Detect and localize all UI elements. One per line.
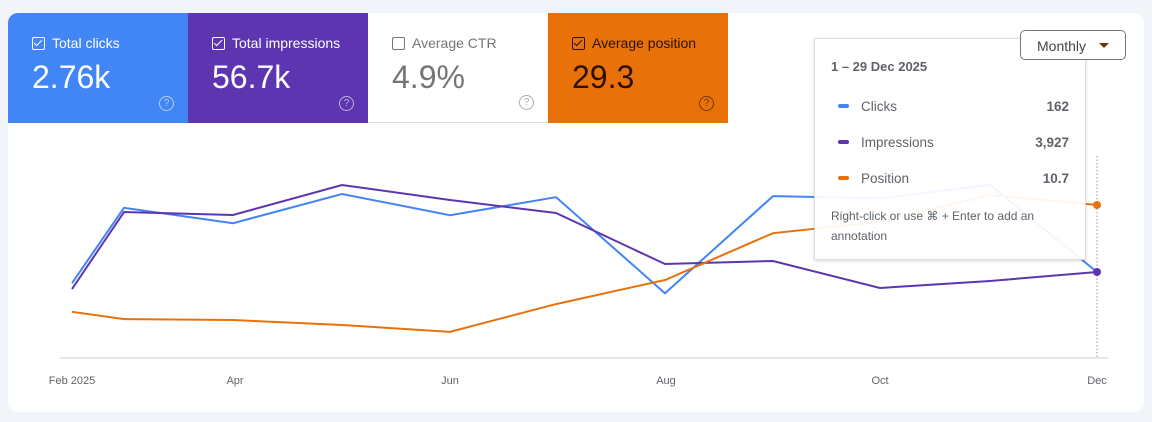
metric-label-text: Total impressions bbox=[232, 35, 341, 51]
x-tick-label: Dec bbox=[1087, 375, 1107, 387]
data-point-impressions bbox=[1093, 267, 1101, 276]
metric-tile-average-position[interactable]: Average position 29.3 ? bbox=[548, 13, 728, 123]
chart-tooltip: 1 – 29 Dec 2025 Clicks 162 Impressions 3,92… bbox=[814, 38, 1086, 260]
help-icon[interactable]: ? bbox=[699, 96, 714, 111]
checkbox-icon[interactable] bbox=[212, 36, 225, 50]
metric-label: Total impressions bbox=[212, 35, 344, 51]
metric-value: 2.76k bbox=[32, 59, 111, 95]
metric-tile-total-clicks[interactable]: Total clicks 2.76k ? bbox=[8, 13, 188, 123]
checkbox-icon[interactable] bbox=[392, 36, 405, 50]
x-tick-label: Feb 2025 bbox=[49, 375, 95, 387]
metric-label-text: Average CTR bbox=[412, 35, 497, 51]
tooltip-label: Clicks bbox=[861, 98, 897, 114]
metric-tile-total-impressions[interactable]: Total impressions 56.7k ? bbox=[188, 13, 368, 123]
tooltip-value: 10.7 bbox=[1042, 170, 1069, 186]
metric-value: 56.7k bbox=[212, 59, 291, 95]
metric-value: 29.3 bbox=[572, 59, 635, 95]
checkbox-icon[interactable] bbox=[572, 36, 585, 50]
metric-label-text: Total clicks bbox=[52, 35, 120, 51]
granularity-dropdown[interactable]: Monthly bbox=[1020, 30, 1126, 60]
x-tick-label: Apr bbox=[226, 375, 243, 387]
tooltip-value: 3,927 bbox=[1035, 134, 1069, 150]
metric-label: Total clicks bbox=[32, 35, 164, 51]
legend-swatch bbox=[838, 104, 849, 108]
tooltip-label: Impressions bbox=[861, 134, 934, 150]
x-tick-label: Aug bbox=[656, 375, 676, 387]
checkbox-icon[interactable] bbox=[32, 36, 45, 50]
help-icon[interactable]: ? bbox=[159, 96, 174, 111]
metric-value: 4.9% bbox=[392, 59, 465, 95]
data-point-position bbox=[1093, 201, 1101, 209]
help-icon[interactable]: ? bbox=[339, 96, 354, 111]
tooltip-date: 1 – 29 Dec 2025 bbox=[831, 59, 928, 74]
series-line-impressions bbox=[71, 183, 1098, 290]
metric-label-text: Average position bbox=[592, 35, 697, 51]
tooltip-row-position: Position 10.7 bbox=[831, 160, 1069, 196]
chevron-down-icon bbox=[1099, 43, 1109, 48]
tooltip-row-clicks: Clicks 162 bbox=[831, 88, 1069, 124]
legend-swatch bbox=[838, 140, 849, 144]
tooltip-note: Right-click or use ⌘ + Enter to add an a… bbox=[831, 209, 1035, 243]
help-icon[interactable]: ? bbox=[519, 95, 534, 110]
metric-label: Average CTR bbox=[392, 35, 524, 51]
tooltip-row-impressions: Impressions 3,927 bbox=[831, 124, 1069, 160]
legend-swatch bbox=[838, 176, 849, 180]
tooltip-value: 162 bbox=[1046, 98, 1069, 114]
dropdown-value: Monthly bbox=[1037, 38, 1087, 54]
metric-label: Average position bbox=[572, 35, 704, 51]
tooltip-label: Position bbox=[861, 170, 910, 186]
x-tick-label: Oct bbox=[871, 375, 888, 387]
metric-tile-average-ctr[interactable]: Average CTR 4.9% ? bbox=[368, 13, 548, 123]
x-tick-label: Jun bbox=[441, 375, 459, 387]
